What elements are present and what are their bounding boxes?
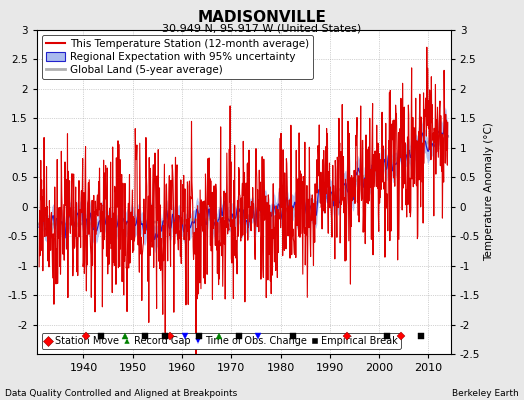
Legend: Station Move, Record Gap, Time of Obs. Change, Empirical Break: Station Move, Record Gap, Time of Obs. C… xyxy=(41,333,401,349)
Text: MADISONVILLE: MADISONVILLE xyxy=(198,10,326,25)
Text: Data Quality Controlled and Aligned at Breakpoints: Data Quality Controlled and Aligned at B… xyxy=(5,389,237,398)
Text: 30.949 N, 95.917 W (United States): 30.949 N, 95.917 W (United States) xyxy=(162,23,362,33)
Text: Berkeley Earth: Berkeley Earth xyxy=(452,389,519,398)
Y-axis label: Temperature Anomaly (°C): Temperature Anomaly (°C) xyxy=(484,122,494,262)
